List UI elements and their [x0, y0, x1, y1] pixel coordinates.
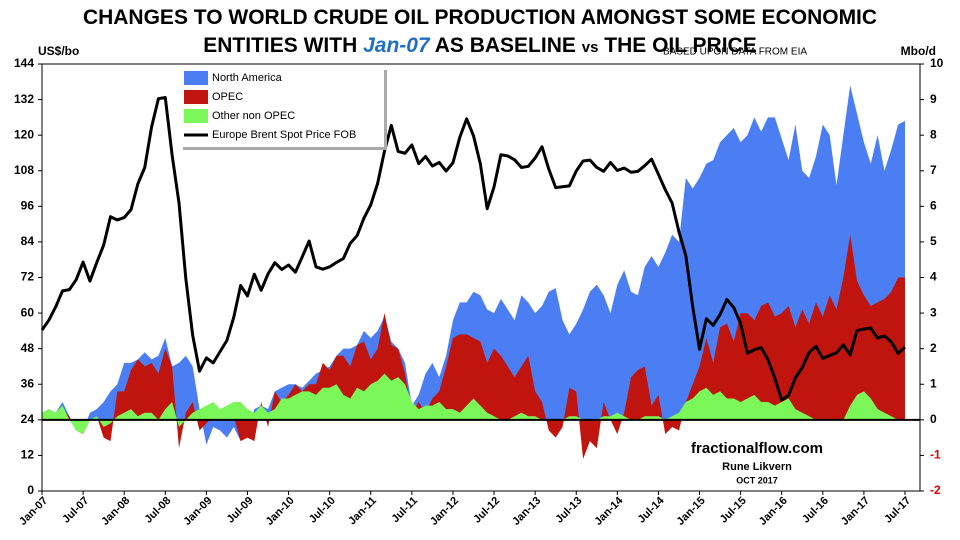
y2-tick-label: 9 — [930, 92, 937, 106]
y2-tick-label: 4 — [930, 270, 937, 284]
x-tick-label: Jan-07 — [17, 495, 50, 528]
annotation: fractionalflow.com — [691, 440, 823, 457]
legend — [180, 67, 384, 147]
line — [40, 96, 907, 402]
y-tick-label: 36 — [21, 376, 35, 390]
y2-tick-label: 2 — [930, 341, 937, 355]
y-tick-label: 60 — [21, 305, 35, 319]
y-tick-label: 24 — [21, 412, 35, 426]
title-line: CHANGES TO WORLD CRUDE OIL PRODUCTION AM… — [82, 6, 878, 29]
annotation: Rune Likvern — [722, 461, 792, 473]
title-part: vs — [581, 39, 599, 56]
legend-swatch — [184, 90, 208, 104]
legend-label: Other non OPEC — [212, 110, 295, 122]
x-tick-label: Jan-09 — [181, 495, 214, 528]
y-tick-label: 48 — [21, 341, 35, 355]
title-part: THE OIL PRICE — [604, 34, 757, 57]
y-tick-label: 132 — [14, 92, 34, 106]
x-tick-label: Jul-13 — [553, 495, 584, 526]
legend-swatch — [184, 71, 208, 85]
y2-tick-label: -1 — [930, 448, 941, 462]
y2-tick-label: 0 — [930, 412, 937, 426]
y2-tick-label: 3 — [930, 305, 937, 319]
y-tick-label: 108 — [14, 163, 34, 177]
x-tick-label: Jan-12 — [428, 495, 461, 528]
y-tick-label: 72 — [21, 270, 35, 284]
y-axis-label: US$/bo — [38, 44, 79, 58]
y2-tick-label: 7 — [930, 163, 937, 177]
x-tick-label: Jul-14 — [636, 494, 668, 526]
x-tick-label: Jan-08 — [99, 495, 132, 528]
x-tick-label: Jul-12 — [471, 495, 502, 526]
legend-label: Europe Brent Spot Price FOB — [212, 129, 356, 141]
x-tick-label: Jul-17 — [882, 495, 913, 526]
x-tick-label: Jul-07 — [60, 495, 91, 526]
x-tick-label: Jul-11 — [389, 495, 420, 526]
title-part: AS BASELINE — [434, 34, 576, 57]
title-baseline: Jan-07 — [363, 34, 430, 57]
x-tick-label: Jul-08 — [142, 495, 173, 526]
x-tick-label: Jan-16 — [757, 495, 790, 528]
y2-tick-label: 1 — [930, 376, 937, 390]
y2-tick-label: -2 — [930, 483, 941, 497]
subtitle: BASED UPON DATA FROM EIA — [663, 47, 807, 58]
y2-tick-label: 6 — [930, 199, 937, 213]
y2-tick-label: 10 — [930, 56, 944, 70]
area — [42, 85, 905, 445]
y2-axis-label: Mbo/d — [901, 44, 936, 58]
x-tick-label: Jul-09 — [225, 495, 256, 526]
chart-title: CHANGES TO WORLD CRUDE OIL PRODUCTION AM… — [0, 4, 960, 62]
x-tick-label: Jan-14 — [592, 494, 626, 528]
title-line: ENTITIES WITH Jan-07 AS BASELINE vs THE … — [0, 32, 960, 62]
x-tick-label: Jul-10 — [307, 495, 338, 526]
x-tick-label: Jan-10 — [264, 495, 297, 528]
y-tick-label: 96 — [21, 199, 35, 213]
y-tick-label: 144 — [14, 56, 34, 70]
y-tick-label: 120 — [14, 127, 34, 141]
x-tick-label: Jan-17 — [839, 495, 872, 528]
x-tick-label: Jan-13 — [510, 495, 543, 528]
legend-label: North America — [212, 72, 283, 84]
x-tick-label: Jan-15 — [675, 495, 708, 528]
plot-area — [40, 85, 920, 459]
title-part: ENTITIES WITH — [203, 34, 358, 57]
annotation: OCT 2017 — [736, 475, 778, 485]
y2-tick-label: 5 — [930, 234, 937, 248]
legend-label: OPEC — [212, 91, 243, 103]
legend-swatch — [184, 109, 208, 123]
y2-tick-label: 8 — [930, 127, 937, 141]
y-tick-label: 12 — [21, 448, 35, 462]
x-tick-label: Jan-11 — [346, 495, 379, 528]
x-tick-label: Jul-16 — [800, 495, 831, 526]
x-tick-label: Jul-15 — [718, 495, 749, 526]
y-tick-label: 84 — [21, 234, 35, 248]
y-tick-label: 0 — [27, 483, 34, 497]
